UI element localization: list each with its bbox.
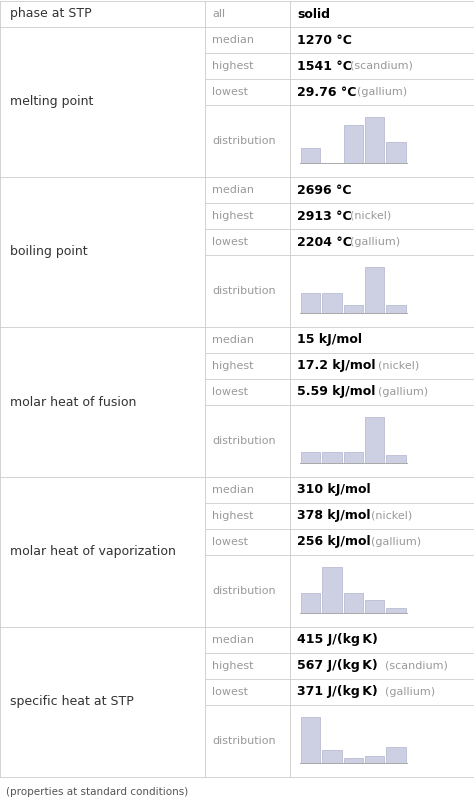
- Text: (nickel): (nickel): [350, 211, 391, 221]
- Bar: [301, 452, 320, 463]
- Text: highest: highest: [212, 361, 254, 371]
- Text: (nickel): (nickel): [371, 511, 412, 521]
- Text: (gallium): (gallium): [350, 237, 400, 247]
- Text: 1541 °C: 1541 °C: [297, 60, 352, 73]
- Text: phase at STP: phase at STP: [10, 7, 91, 20]
- Bar: [386, 608, 406, 613]
- Bar: [322, 567, 342, 613]
- Bar: [386, 141, 406, 163]
- Text: 15 kJ/mol: 15 kJ/mol: [297, 333, 362, 346]
- Text: (gallium): (gallium): [357, 87, 407, 97]
- Text: (gallium): (gallium): [385, 687, 435, 697]
- Text: molar heat of fusion: molar heat of fusion: [10, 395, 137, 408]
- Bar: [322, 750, 342, 763]
- Bar: [322, 452, 342, 463]
- Text: (scandium): (scandium): [350, 61, 413, 71]
- Text: lowest: lowest: [212, 537, 248, 547]
- Bar: [301, 148, 320, 163]
- Text: 17.2 kJ/mol: 17.2 kJ/mol: [297, 359, 375, 373]
- Text: 2204 °C: 2204 °C: [297, 236, 352, 249]
- Text: 371 J/(kg K): 371 J/(kg K): [297, 685, 378, 699]
- Text: lowest: lowest: [212, 387, 248, 397]
- Bar: [301, 593, 320, 613]
- Bar: [301, 717, 320, 763]
- Text: 2913 °C: 2913 °C: [297, 210, 352, 223]
- Text: 310 kJ/mol: 310 kJ/mol: [297, 483, 371, 496]
- Bar: [365, 417, 384, 463]
- Bar: [365, 117, 384, 163]
- Text: median: median: [212, 485, 254, 495]
- Text: median: median: [212, 635, 254, 645]
- Text: highest: highest: [212, 61, 254, 71]
- Text: 567 J/(kg K): 567 J/(kg K): [297, 659, 378, 672]
- Bar: [386, 746, 406, 763]
- Bar: [365, 267, 384, 313]
- Text: (scandium): (scandium): [385, 661, 448, 671]
- Bar: [386, 305, 406, 313]
- Bar: [344, 124, 363, 163]
- Text: 29.76 °C: 29.76 °C: [297, 86, 356, 98]
- Text: median: median: [212, 335, 254, 345]
- Text: 415 J/(kg K): 415 J/(kg K): [297, 633, 378, 646]
- Text: 2696 °C: 2696 °C: [297, 183, 352, 196]
- Text: 256 kJ/mol: 256 kJ/mol: [297, 536, 371, 549]
- Text: lowest: lowest: [212, 687, 248, 697]
- Text: highest: highest: [212, 661, 254, 671]
- Bar: [365, 600, 384, 613]
- Text: distribution: distribution: [212, 286, 275, 296]
- Text: distribution: distribution: [212, 136, 275, 146]
- Text: (gallium): (gallium): [378, 387, 428, 397]
- Bar: [365, 756, 384, 763]
- Bar: [344, 305, 363, 313]
- Bar: [344, 452, 363, 463]
- Text: highest: highest: [212, 211, 254, 221]
- Text: lowest: lowest: [212, 87, 248, 97]
- Text: highest: highest: [212, 511, 254, 521]
- Text: distribution: distribution: [212, 736, 275, 746]
- Bar: [344, 758, 363, 763]
- Text: distribution: distribution: [212, 586, 275, 596]
- Bar: [344, 593, 363, 613]
- Text: lowest: lowest: [212, 237, 248, 247]
- Text: 378 kJ/mol: 378 kJ/mol: [297, 509, 371, 522]
- Text: median: median: [212, 35, 254, 45]
- Text: (gallium): (gallium): [371, 537, 421, 547]
- Text: 1270 °C: 1270 °C: [297, 34, 352, 47]
- Bar: [386, 455, 406, 463]
- Text: melting point: melting point: [10, 95, 93, 108]
- Text: boiling point: boiling point: [10, 245, 88, 258]
- Text: all: all: [212, 9, 225, 19]
- Text: solid: solid: [297, 7, 330, 20]
- Text: specific heat at STP: specific heat at STP: [10, 696, 134, 709]
- Text: (nickel): (nickel): [378, 361, 419, 371]
- Bar: [322, 293, 342, 313]
- Text: median: median: [212, 185, 254, 195]
- Text: (properties at standard conditions): (properties at standard conditions): [6, 787, 188, 797]
- Text: distribution: distribution: [212, 436, 275, 446]
- Text: molar heat of vaporization: molar heat of vaporization: [10, 546, 176, 558]
- Text: 5.59 kJ/mol: 5.59 kJ/mol: [297, 386, 375, 399]
- Bar: [301, 293, 320, 313]
